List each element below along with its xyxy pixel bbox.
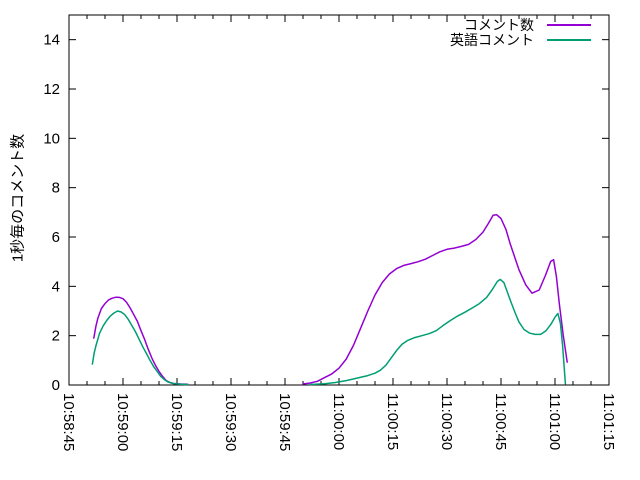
y-tick-label: 2	[52, 328, 60, 345]
legend-line-sample	[547, 23, 591, 26]
y-tick-label: 0	[52, 377, 60, 394]
y-tick-label: 14	[43, 32, 60, 49]
x-tick-label: 10:59:15	[168, 393, 185, 451]
legend-label: 英語コメント	[450, 31, 534, 48]
x-tick-label: 11:00:00	[330, 393, 347, 450]
y-axis-title: 1秒毎のコメント数	[9, 133, 27, 263]
x-tick-label: 11:00:15	[384, 393, 401, 450]
x-tick-label: 11:01:15	[600, 393, 617, 450]
series-line-0	[93, 296, 189, 386]
x-tick-label: 11:00:45	[492, 393, 509, 450]
y-tick-label: 8	[52, 180, 60, 197]
x-tick-label: 11:00:30	[438, 393, 455, 450]
legend-line-sample	[547, 38, 591, 41]
plot-border	[68, 14, 610, 386]
y-tick-label: 10	[43, 130, 60, 147]
series-line-1	[91, 310, 189, 386]
x-tick-label: 10:59:45	[276, 393, 293, 451]
x-tick-label: 10:58:45	[60, 393, 77, 451]
y-tick-label: 12	[43, 81, 60, 98]
series-line-1	[309, 278, 567, 386]
x-tick-label: 11:01:00	[546, 393, 563, 450]
legend: コメント数 英語コメント	[450, 16, 591, 48]
legend-item: 英語コメント	[450, 31, 591, 48]
legend-item: コメント数	[450, 16, 591, 33]
y-tick-label: 6	[52, 229, 60, 246]
legend-label: コメント数	[464, 16, 534, 33]
x-tick-label: 10:59:00	[114, 393, 131, 451]
series-line-0	[302, 214, 568, 385]
y-tick-label: 4	[52, 278, 60, 295]
x-tick-label: 10:59:30	[222, 393, 239, 451]
